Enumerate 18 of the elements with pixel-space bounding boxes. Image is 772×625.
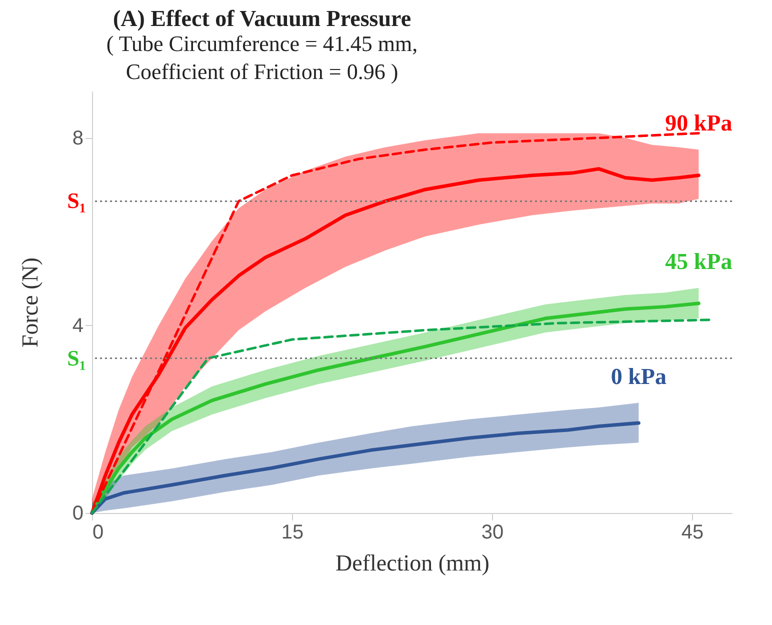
x-axis-title: Deflection (mm) bbox=[336, 550, 490, 576]
text: Coefficient of Friction = 0.96 ) bbox=[126, 59, 398, 84]
chart-title: (A) Effect of Vacuum Pressure bbox=[112, 6, 412, 31]
ref-line-label: S₁ bbox=[67, 188, 86, 214]
series-label: 0 kPa bbox=[610, 364, 667, 389]
ref-line-label: S₁ bbox=[67, 345, 86, 370]
series-label: 45 kPa bbox=[665, 248, 733, 274]
text: ( Tube Circumference = 41.45 mm, bbox=[106, 31, 418, 56]
y-tick-label: 8 bbox=[72, 127, 84, 150]
line-series bbox=[90, 421, 640, 515]
x-tick-label: 45 bbox=[681, 522, 704, 544]
y-tick-label: 4 bbox=[72, 314, 84, 337]
x-tick-label: 30 bbox=[481, 522, 504, 544]
y-tick-label: 0 bbox=[72, 502, 84, 524]
x-tick-label: 0 bbox=[92, 522, 104, 544]
x-tick-label: 15 bbox=[281, 522, 304, 544]
y-axis-title: Force (N) bbox=[17, 257, 42, 348]
series-label: 90 kPa bbox=[665, 110, 733, 136]
